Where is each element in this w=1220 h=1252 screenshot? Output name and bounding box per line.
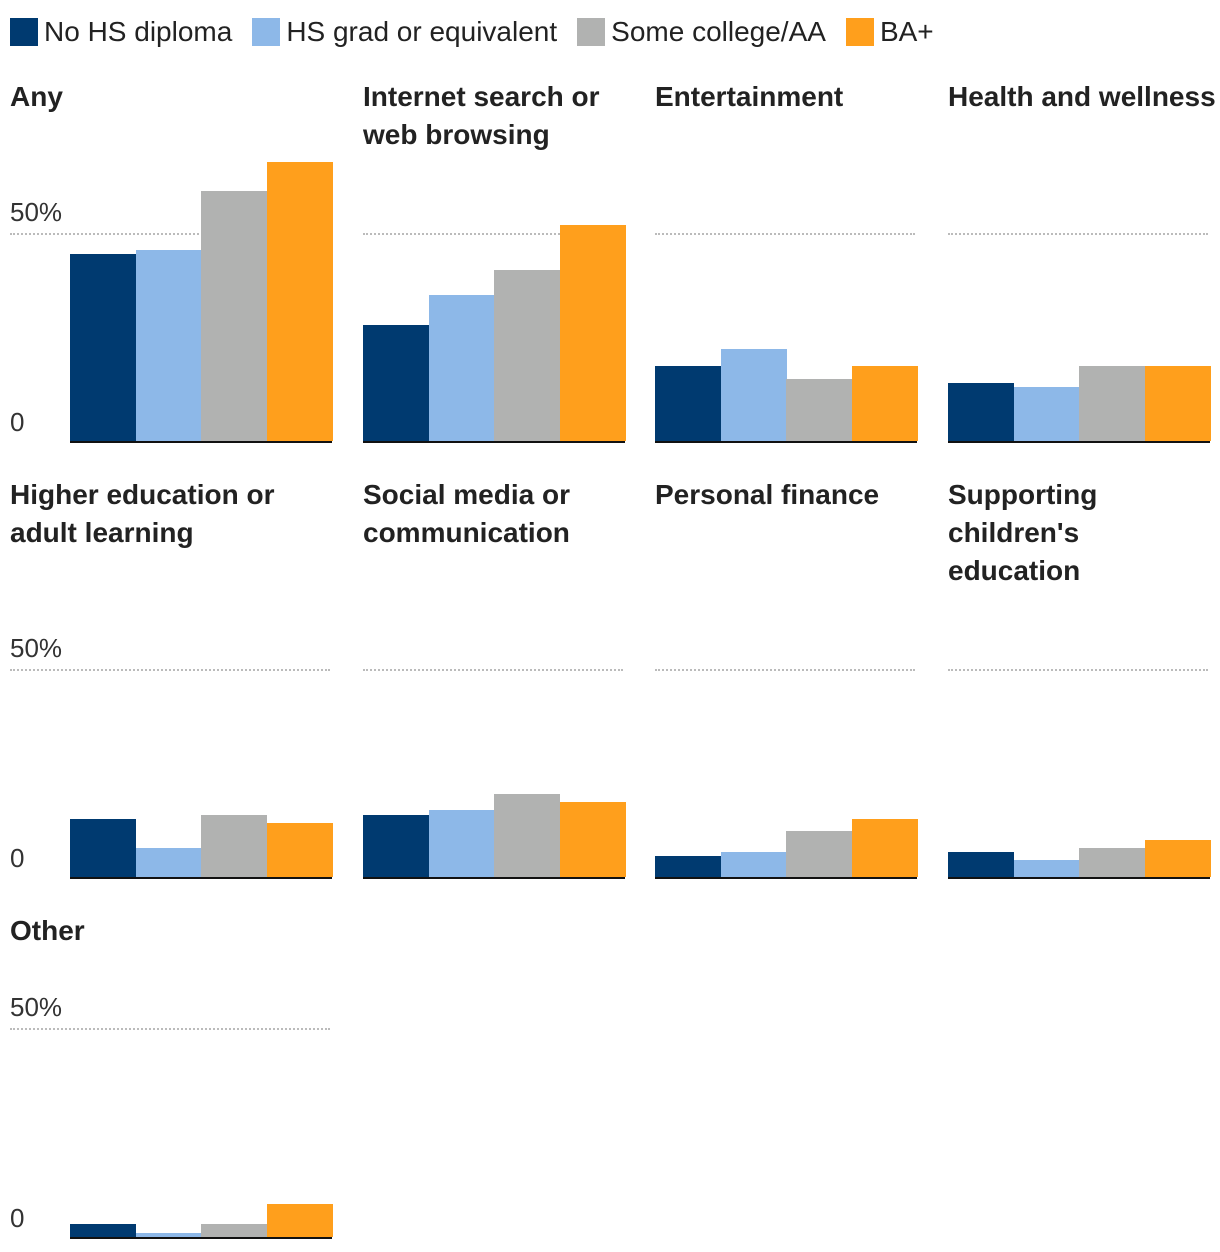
bar-ba- xyxy=(266,162,333,441)
panel-title: Entertainment xyxy=(655,81,844,112)
bar-hs-grad-or-equivalent xyxy=(135,847,202,877)
y-tick-label: 0 xyxy=(10,843,25,873)
baseline xyxy=(70,441,332,443)
baseline xyxy=(363,441,625,443)
bar-hs-grad-or-equivalent xyxy=(1013,386,1080,441)
legend-label: HS grad or equivalent xyxy=(286,16,558,47)
bar-some-college-aa xyxy=(1079,366,1145,441)
panel-title: Other xyxy=(10,915,85,946)
bar-no-hs-diploma xyxy=(655,856,721,877)
bar-ba- xyxy=(851,818,918,877)
bar-hs-grad-or-equivalent xyxy=(135,1232,202,1237)
legend-item: Some college/AA xyxy=(577,16,826,48)
bar-hs-grad-or-equivalent xyxy=(428,295,495,441)
panel-title: Social media or communication xyxy=(363,479,570,548)
y-tick-label: 0 xyxy=(10,407,25,437)
baseline xyxy=(655,877,917,879)
bar-ba- xyxy=(1144,839,1211,877)
bar-some-college-aa xyxy=(201,191,267,441)
baseline xyxy=(948,441,1210,443)
bar-some-college-aa xyxy=(201,1224,267,1237)
panel-title: Higher education or adult learning xyxy=(10,479,275,548)
panel-title: Internet search or web browsing xyxy=(363,81,600,150)
gridline-50 xyxy=(363,669,623,671)
bar-no-hs-diploma xyxy=(70,818,136,877)
bar-hs-grad-or-equivalent xyxy=(428,810,495,877)
baseline xyxy=(948,877,1210,879)
bar-no-hs-diploma xyxy=(655,366,721,441)
legend-item: HS grad or equivalent xyxy=(252,16,557,48)
legend-item: No HS diploma xyxy=(10,16,232,48)
bar-ba- xyxy=(266,822,333,877)
y-tick-label: 50% xyxy=(10,633,63,663)
bar-ba- xyxy=(559,802,626,877)
legend-swatch xyxy=(845,18,874,46)
legend-label: BA+ xyxy=(879,16,934,47)
gridline-50 xyxy=(948,233,1208,235)
bar-hs-grad-or-equivalent xyxy=(135,249,202,441)
panel-title: Health and wellness xyxy=(948,81,1216,112)
bar-no-hs-diploma xyxy=(363,324,429,441)
bar-ba- xyxy=(1144,366,1211,441)
bar-ba- xyxy=(851,366,918,441)
baseline xyxy=(70,1237,332,1239)
y-tick-label: 50% xyxy=(10,197,63,227)
panel-title: Personal finance xyxy=(655,479,880,510)
bar-hs-grad-or-equivalent xyxy=(1013,860,1080,877)
legend: No HS diploma HS grad or equivalent Some c… xyxy=(10,16,934,48)
panel-title: Supporting children's education xyxy=(948,479,1098,586)
baseline xyxy=(363,877,625,879)
y-tick-label: 50% xyxy=(10,992,63,1022)
bar-no-hs-diploma xyxy=(70,253,136,441)
legend-swatch xyxy=(577,18,606,46)
baseline xyxy=(655,441,917,443)
bar-no-hs-diploma xyxy=(948,852,1014,877)
bar-some-college-aa xyxy=(786,378,852,441)
bar-ba- xyxy=(266,1203,333,1237)
bar-some-college-aa xyxy=(1079,847,1145,877)
legend-swatch xyxy=(252,18,281,46)
bar-no-hs-diploma xyxy=(363,814,429,877)
legend-label: No HS diploma xyxy=(44,16,233,47)
bar-some-college-aa xyxy=(201,814,267,877)
legend-swatch xyxy=(10,18,38,46)
bar-some-college-aa xyxy=(494,793,560,877)
bar-some-college-aa xyxy=(786,831,852,877)
legend-label: Some college/AA xyxy=(611,16,826,47)
panel-title: Any xyxy=(10,81,63,112)
legend-item: BA+ xyxy=(845,16,934,48)
gridline-50 xyxy=(655,669,915,671)
gridline-50 xyxy=(10,233,330,235)
gridline-50 xyxy=(10,1028,330,1030)
bar-no-hs-diploma xyxy=(70,1224,136,1237)
gridline-50 xyxy=(10,669,330,671)
bar-ba- xyxy=(559,224,626,441)
gridline-50 xyxy=(948,669,1208,671)
baseline xyxy=(70,877,332,879)
bar-hs-grad-or-equivalent xyxy=(720,852,787,877)
y-tick-label: 0 xyxy=(10,1203,25,1233)
bar-no-hs-diploma xyxy=(948,382,1014,441)
bar-some-college-aa xyxy=(494,270,560,441)
gridline-50 xyxy=(655,233,915,235)
gridline-50 xyxy=(363,233,623,235)
bar-hs-grad-or-equivalent xyxy=(720,349,787,441)
